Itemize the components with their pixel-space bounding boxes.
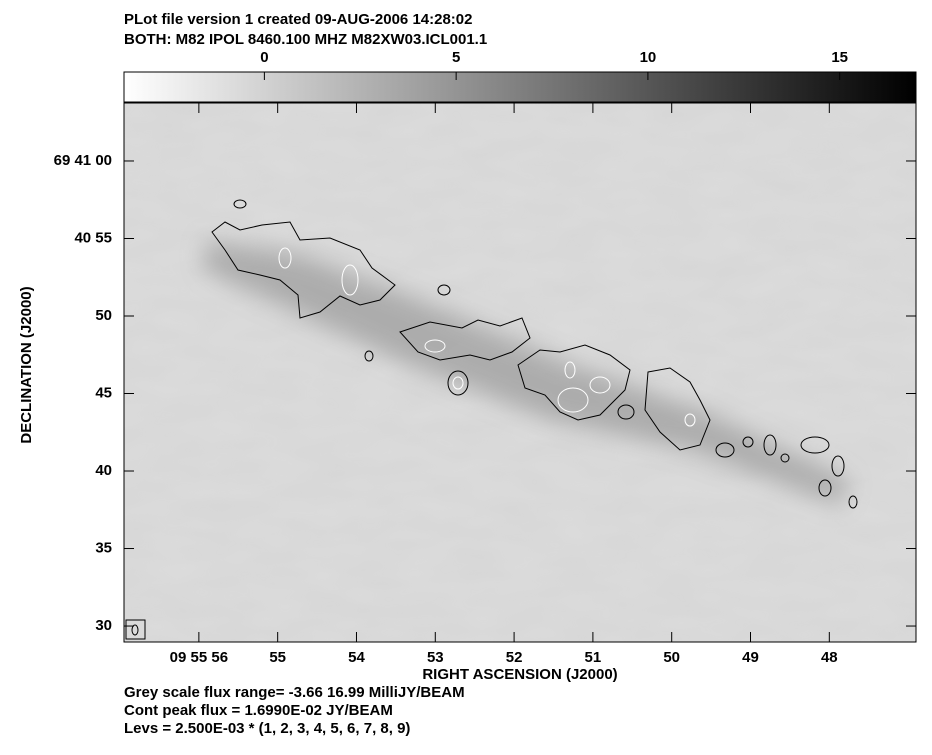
y-tick-label: 50 xyxy=(95,307,112,324)
x-tick-label: 53 xyxy=(427,649,444,666)
x-tick-label: 51 xyxy=(585,649,602,666)
colorbar-tick-label: 10 xyxy=(640,49,657,66)
x-tick-label: 54 xyxy=(348,649,365,666)
y-tick-label: 40 55 xyxy=(74,229,112,246)
colorbar-tick-label: 5 xyxy=(452,49,460,66)
x-tick-label: 09 55 56 xyxy=(170,649,228,666)
x-tick-label: 50 xyxy=(663,649,680,666)
image xyxy=(124,103,916,642)
y-tick-label: 40 xyxy=(95,462,112,479)
colorbar-tick-label: 0 xyxy=(260,49,268,66)
y-tick-label: 30 xyxy=(95,617,112,634)
colorbar-tick-label: 15 xyxy=(831,49,848,66)
x-axis-label: RIGHT ASCENSION (J2000) xyxy=(422,666,617,683)
subtitle: BOTH: M82 IPOL 8460.100 MHZ M82XW03.ICL0… xyxy=(124,31,487,48)
x-tick-label: 52 xyxy=(506,649,523,666)
x-tick-label: 48 xyxy=(821,649,838,666)
colorbar xyxy=(123,71,917,103)
note: Grey scale flux range= -3.66 16.99 Milli… xyxy=(124,684,465,701)
note: Levs = 2.500E-03 * (1, 2, 3, 4, 5, 6, 7,… xyxy=(124,720,410,737)
y-tick-label: 69 41 00 xyxy=(54,152,112,169)
note: Cont peak flux = 1.6990E-02 JY/BEAM xyxy=(124,702,393,719)
y-axis-label: DECLINATION (J2000) xyxy=(18,286,35,443)
y-tick-label: 35 xyxy=(95,539,112,556)
x-tick-label: 55 xyxy=(269,649,286,666)
plot-frame xyxy=(123,102,917,643)
title: PLot file version 1 created 09-AUG-2006 … xyxy=(124,11,473,28)
x-tick-label: 49 xyxy=(742,649,759,666)
y-tick-label: 45 xyxy=(95,384,112,401)
